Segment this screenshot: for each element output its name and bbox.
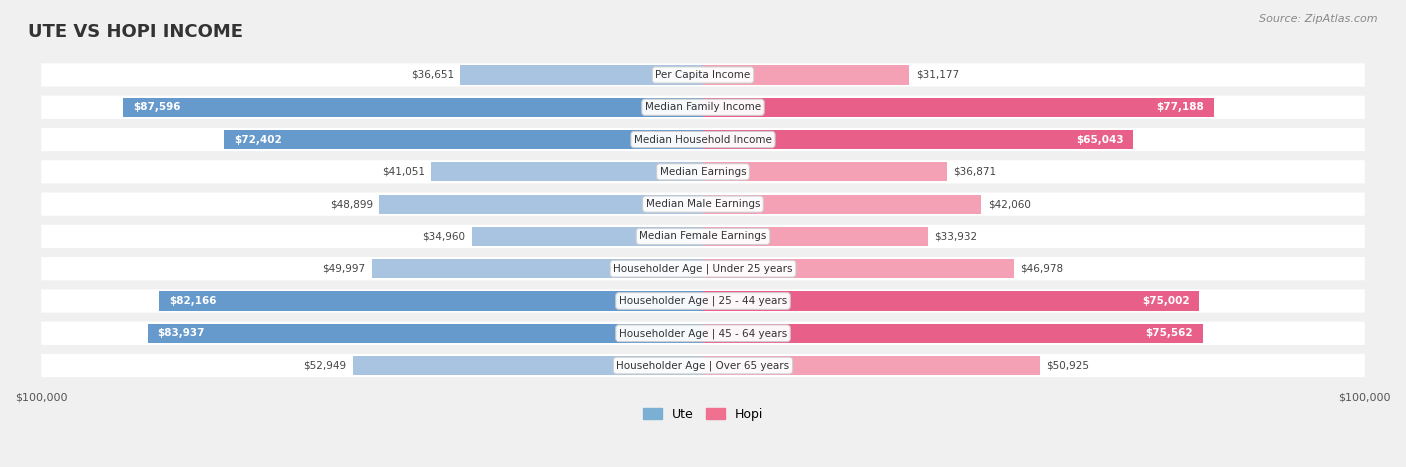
Text: $52,949: $52,949 bbox=[302, 361, 346, 370]
Text: $77,188: $77,188 bbox=[1156, 102, 1204, 112]
Bar bbox=[471, 227, 703, 246]
Text: $42,060: $42,060 bbox=[988, 199, 1031, 209]
Text: $82,166: $82,166 bbox=[169, 296, 217, 306]
FancyBboxPatch shape bbox=[41, 225, 1365, 248]
Text: $31,177: $31,177 bbox=[915, 70, 959, 80]
Text: UTE VS HOPI INCOME: UTE VS HOPI INCOME bbox=[28, 23, 243, 42]
Text: $41,051: $41,051 bbox=[381, 167, 425, 177]
Bar bbox=[703, 130, 1133, 149]
Text: Source: ZipAtlas.com: Source: ZipAtlas.com bbox=[1260, 14, 1378, 24]
Text: Median Family Income: Median Family Income bbox=[645, 102, 761, 112]
Text: $75,562: $75,562 bbox=[1146, 328, 1194, 338]
Text: $87,596: $87,596 bbox=[134, 102, 181, 112]
Bar bbox=[703, 98, 1213, 117]
Bar bbox=[460, 65, 703, 85]
FancyBboxPatch shape bbox=[41, 128, 1365, 151]
Bar bbox=[353, 356, 703, 375]
Text: $36,651: $36,651 bbox=[411, 70, 454, 80]
FancyBboxPatch shape bbox=[41, 257, 1365, 280]
FancyBboxPatch shape bbox=[41, 64, 1365, 86]
Bar bbox=[703, 227, 928, 246]
Bar bbox=[124, 98, 703, 117]
Bar bbox=[159, 291, 703, 311]
Text: Median Earnings: Median Earnings bbox=[659, 167, 747, 177]
Bar bbox=[703, 195, 981, 214]
Text: $75,002: $75,002 bbox=[1142, 296, 1189, 306]
Text: $83,937: $83,937 bbox=[157, 328, 205, 338]
Bar bbox=[148, 324, 703, 343]
Text: Householder Age | 45 - 64 years: Householder Age | 45 - 64 years bbox=[619, 328, 787, 339]
Bar bbox=[703, 259, 1014, 278]
Legend: Ute, Hopi: Ute, Hopi bbox=[638, 403, 768, 425]
FancyBboxPatch shape bbox=[41, 322, 1365, 345]
Bar bbox=[703, 65, 910, 85]
Bar bbox=[380, 195, 703, 214]
Bar bbox=[703, 324, 1204, 343]
Bar bbox=[703, 291, 1199, 311]
FancyBboxPatch shape bbox=[41, 290, 1365, 312]
Bar bbox=[703, 356, 1040, 375]
Text: Householder Age | 25 - 44 years: Householder Age | 25 - 44 years bbox=[619, 296, 787, 306]
Text: $50,925: $50,925 bbox=[1046, 361, 1090, 370]
Text: $36,871: $36,871 bbox=[953, 167, 997, 177]
Text: Householder Age | Over 65 years: Householder Age | Over 65 years bbox=[616, 361, 790, 371]
Text: $65,043: $65,043 bbox=[1076, 134, 1123, 145]
Text: $72,402: $72,402 bbox=[233, 134, 281, 145]
Bar bbox=[224, 130, 703, 149]
Text: Per Capita Income: Per Capita Income bbox=[655, 70, 751, 80]
Text: $34,960: $34,960 bbox=[422, 232, 465, 241]
Bar bbox=[373, 259, 703, 278]
FancyBboxPatch shape bbox=[41, 192, 1365, 216]
Text: Median Female Earnings: Median Female Earnings bbox=[640, 232, 766, 241]
FancyBboxPatch shape bbox=[41, 354, 1365, 377]
FancyBboxPatch shape bbox=[41, 96, 1365, 119]
Bar bbox=[703, 162, 948, 182]
FancyBboxPatch shape bbox=[41, 160, 1365, 184]
Text: Median Male Earnings: Median Male Earnings bbox=[645, 199, 761, 209]
Text: $33,932: $33,932 bbox=[934, 232, 977, 241]
Text: $48,899: $48,899 bbox=[329, 199, 373, 209]
Text: Householder Age | Under 25 years: Householder Age | Under 25 years bbox=[613, 263, 793, 274]
Bar bbox=[432, 162, 703, 182]
Text: $49,997: $49,997 bbox=[322, 264, 366, 274]
Text: $46,978: $46,978 bbox=[1021, 264, 1063, 274]
Text: Median Household Income: Median Household Income bbox=[634, 134, 772, 145]
